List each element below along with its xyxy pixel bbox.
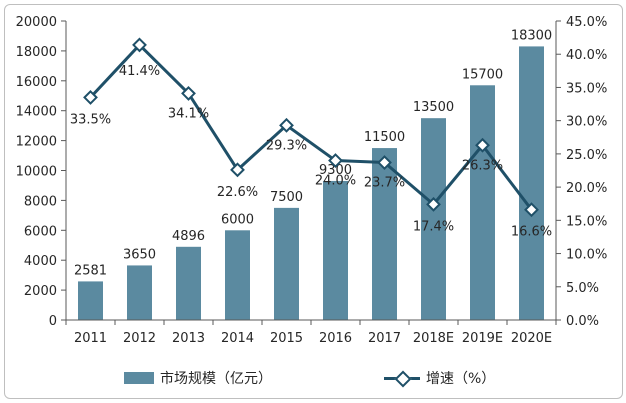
line-value-label: 34.1%: [168, 106, 209, 121]
right-axis-tick-label: 15.0%: [566, 214, 607, 229]
bar: [323, 180, 348, 320]
left-axis-tick-label: 16000: [16, 75, 57, 90]
x-axis-tick-label: 2018E: [413, 331, 454, 346]
right-axis-tick-label: 20.0%: [566, 181, 607, 196]
bar: [421, 118, 446, 320]
bar-value-label: 3650: [123, 247, 156, 262]
bar-value-labels: 2581 3650 4896 6000 7500 9300 11500 13500 15700 1…: [74, 28, 552, 278]
bar: [519, 46, 544, 320]
left-axis-tick-label: 2000: [24, 284, 57, 299]
bar: [470, 85, 495, 320]
bar-value-label: 13500: [413, 100, 454, 115]
right-axis-tick-label: 40.0%: [566, 48, 607, 63]
left-axis-tick-label: 4000: [24, 254, 57, 269]
x-axis-tick-label: 2012: [123, 331, 156, 346]
bar-value-label: 7500: [270, 190, 303, 205]
legend-label-line: 增速（%）: [426, 371, 496, 387]
legend-swatch-line: [384, 370, 420, 388]
bar: [225, 230, 250, 320]
bar-value-label: 18300: [511, 28, 552, 43]
x-axis-tick-label: 2017: [368, 331, 401, 346]
bar: [127, 265, 152, 320]
right-axis-tick-label: 30.0%: [566, 115, 607, 130]
line-value-label: 29.3%: [266, 138, 307, 153]
left-axis-tick-label: 0: [49, 314, 57, 329]
right-axis-tick-label: 35.0%: [566, 81, 607, 96]
line-value-label: 33.5%: [70, 112, 111, 127]
right-axis-tick-label: 0.0%: [566, 314, 599, 329]
line-point: [279, 117, 294, 133]
line-value-labels: 33.5% 41.4% 34.1% 22.6% 29.3% 24.0% 23.7% 17.4%…: [70, 64, 552, 240]
bar: [372, 148, 397, 320]
right-axis-tick-label: 10.0%: [566, 248, 607, 263]
bar-value-label: 9300: [319, 163, 352, 178]
right-axis-ticks: 0.0% 5.0% 10.0% 15.0% 20.0% 25.0% 30.0% 35.0% 40…: [556, 15, 607, 329]
left-axis-tick-label: 8000: [24, 194, 57, 209]
left-axis-tick-label: 6000: [24, 224, 57, 239]
line-point: [132, 37, 147, 53]
growth-line: [89, 43, 533, 211]
right-axis-tick-label: 45.0%: [566, 15, 607, 30]
line-point: [475, 137, 490, 153]
legend: 市场规模（亿元） 增速（%）: [0, 366, 626, 390]
left-axis-tick-label: 18000: [16, 45, 57, 60]
line-value-label: 41.4%: [119, 64, 160, 79]
line-point: [377, 155, 392, 170]
bar-value-label: 2581: [74, 263, 107, 278]
line-series: [83, 37, 539, 218]
x-axis-tick-label: 2019E: [462, 331, 503, 346]
line-value-label: 17.4%: [413, 219, 454, 234]
legend-item-line: 增速（%）: [384, 366, 495, 390]
line-point: [83, 89, 98, 105]
left-axis-tick-label: 12000: [16, 135, 57, 150]
bar: [176, 246, 201, 320]
left-axis-tick-label: 20000: [16, 15, 57, 30]
x-axis-tick-label: 2014: [221, 331, 254, 346]
legend-swatch-bar: [124, 372, 154, 384]
left-axis-tick-label: 14000: [16, 105, 57, 120]
line-value-label: 16.6%: [511, 225, 552, 240]
line-value-label: 23.7%: [364, 176, 405, 191]
line-point: [328, 153, 343, 168]
bar-value-label: 11500: [364, 130, 405, 145]
line-point: [230, 162, 245, 178]
x-axis-tick-label: 2016: [319, 331, 352, 346]
right-axis-tick-label: 25.0%: [566, 148, 607, 163]
left-axis-tick-label: 10000: [16, 165, 57, 180]
line-value-label: 24.0%: [315, 174, 356, 189]
bar-value-label: 15700: [462, 67, 503, 82]
line-point: [181, 86, 196, 101]
bar: [78, 281, 103, 320]
legend-label-bar: 市场规模（亿元）: [160, 371, 272, 387]
bar: [274, 207, 299, 320]
x-axis-tick-label: 2020E: [511, 331, 552, 346]
bar-value-label: 6000: [221, 212, 254, 227]
bar-value-label: 4896: [172, 229, 205, 244]
bar-series: [78, 46, 544, 320]
line-value-label: 22.6%: [217, 185, 258, 200]
line-point: [524, 202, 539, 218]
line-value-label: 26.3%: [462, 158, 503, 173]
left-axis-ticks: 0 2000 4000 6000 8000 10000 12000 14000 16000 180…: [16, 15, 66, 329]
category-axis-ticks: 2011 2012 2013 2014 2015 2016 2017 2018E 2019E 20…: [65, 320, 557, 346]
right-axis-tick-label: 5.0%: [566, 281, 599, 296]
x-axis-tick-label: 2011: [74, 331, 107, 346]
line-point: [426, 196, 441, 212]
legend-item-bar: 市场规模（亿元）: [124, 366, 272, 390]
x-axis-tick-label: 2015: [270, 331, 303, 346]
x-axis-tick-label: 2013: [172, 331, 205, 346]
